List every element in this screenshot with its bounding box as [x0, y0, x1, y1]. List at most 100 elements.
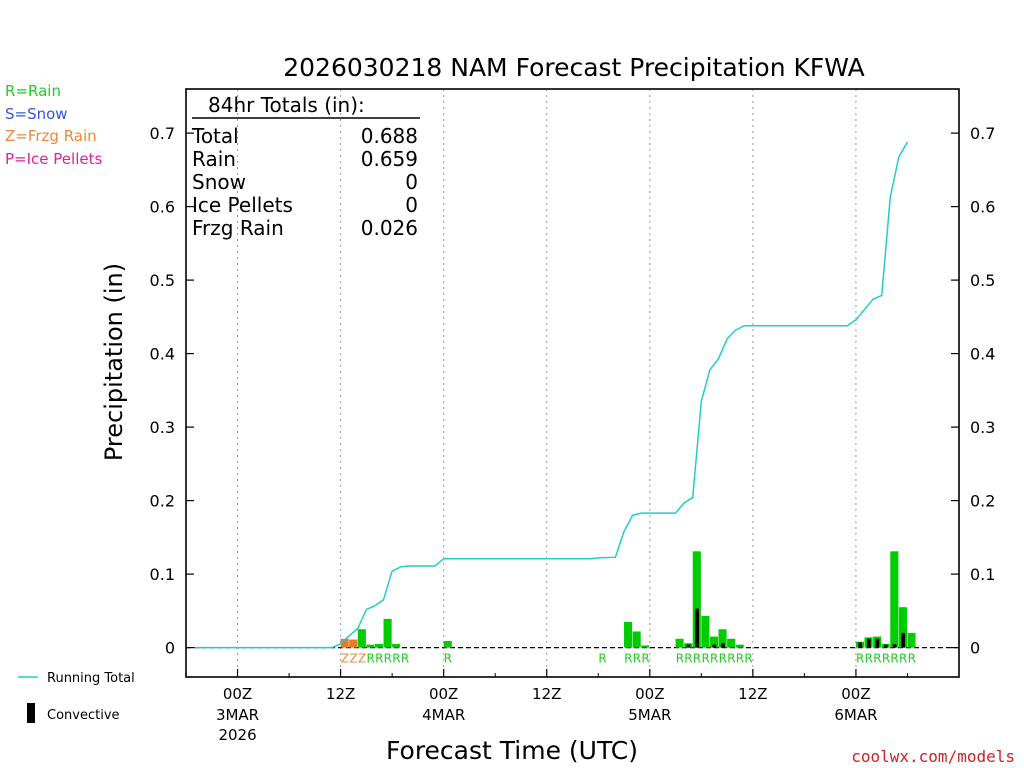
running-total-legend-label: Running Total — [47, 671, 135, 686]
totals-value: 0.688 — [361, 124, 418, 148]
x-tick-label-date: 5MAR — [628, 706, 671, 724]
y-tick-label-right: 0.6 — [970, 198, 995, 217]
precip-type-label: Z — [349, 652, 357, 666]
precip-type-label: R — [899, 652, 907, 666]
x-tick-label-date: 6MAR — [834, 706, 877, 724]
precip-type-label: R — [366, 652, 374, 666]
y-tick-label-right: 0.1 — [970, 565, 995, 584]
precip-bar — [718, 629, 727, 648]
x-tick-label-time: 00Z — [429, 685, 458, 703]
legend-frzg-rain-type: Z=Frzg Rain — [5, 127, 97, 145]
y-tick-label-left: 0.6 — [150, 198, 175, 217]
y-tick-label-left: 0.5 — [150, 271, 175, 290]
precip-type-label: R — [890, 652, 898, 666]
precip-type-label: R — [882, 652, 890, 666]
y-tick-label-left: 0.4 — [150, 345, 175, 364]
y-tick-label-right: 0.7 — [970, 124, 995, 143]
precip-type-label: R — [598, 652, 606, 666]
precip-type-label: R — [684, 652, 692, 666]
precip-type-label: R — [384, 652, 392, 666]
convective-bar — [712, 644, 717, 648]
precip-type-label: R — [719, 652, 727, 666]
legend-rain-type: R=Rain — [5, 82, 61, 100]
precip-type-label: R — [908, 652, 916, 666]
bottom-legend: Running Total Convective — [18, 671, 135, 723]
precip-type-label: R — [676, 652, 684, 666]
y-tick-label-right: 0.4 — [970, 345, 995, 364]
precip-type-label: R — [392, 652, 400, 666]
precip-bar — [383, 618, 392, 648]
y-tick-label-left: 0.7 — [150, 124, 175, 143]
y-axis-label: Precipitation (in) — [100, 263, 128, 461]
precip-bar — [675, 638, 684, 648]
precip-type-legend: R=Rain S=Snow Z=Frzg Rain P=Ice Pellets — [5, 82, 102, 168]
convective-bars — [686, 608, 906, 648]
precip-type-label: R — [633, 652, 641, 666]
running-total-line — [194, 141, 909, 649]
x-axis: 00Z 3MAR 2026 12Z 00Z 4MAR 12Z 00Z 5MAR 12Z 00Z 6MA… — [185, 669, 908, 744]
precip-type-label: R — [865, 652, 873, 666]
y-tick-label-right: 0 — [970, 639, 980, 658]
precip-type-label: R — [744, 652, 752, 666]
convective-bar — [875, 638, 880, 648]
y-tick-label-left: 0.3 — [150, 418, 175, 437]
precip-type-label: R — [624, 652, 632, 666]
precip-bar — [641, 645, 650, 648]
precip-bar — [366, 644, 375, 648]
precip-type-label: R — [701, 652, 709, 666]
x-axis-label: Forecast Time (UTC) — [386, 736, 638, 765]
plot-frame — [185, 88, 960, 678]
x-tick-label-time: 00Z — [841, 685, 870, 703]
totals-value: 0.659 — [361, 147, 418, 171]
precip-bar — [624, 621, 633, 648]
precip-type-label: Z — [341, 652, 349, 666]
precip-type-label: R — [856, 652, 864, 666]
totals-heading: 84hr Totals (in): — [208, 93, 365, 117]
precip-bar — [709, 636, 719, 648]
totals-label: Rain — [192, 147, 236, 171]
precip-bar — [374, 643, 384, 648]
totals-box: 84hr Totals (in): Total 0.688 Rain 0.659 Sno… — [191, 93, 420, 240]
precip-type-label: R — [873, 652, 881, 666]
precip-type-label: Z — [358, 652, 366, 666]
totals-value: 0 — [405, 193, 418, 217]
precip-bar — [735, 644, 744, 648]
precip-type-label: R — [736, 652, 744, 666]
precip-bar — [392, 643, 401, 648]
precip-type-label: R — [727, 652, 735, 666]
legend-ice-pellets-type: P=Ice Pellets — [5, 150, 102, 168]
precip-bar — [701, 615, 710, 648]
credit-text: coolwx.com/models — [851, 747, 1015, 766]
precip-bar — [890, 551, 899, 648]
precip-type-label: R — [641, 652, 649, 666]
precip-bar — [692, 551, 701, 648]
totals-value: 0 — [405, 170, 418, 194]
precip-bar — [907, 632, 916, 648]
legend-snow-type: S=Snow — [5, 105, 68, 123]
precip-bar — [340, 638, 349, 648]
precip-type-label: R — [375, 652, 383, 666]
convective-bar — [866, 638, 871, 648]
y-tick-label-left: 0 — [165, 639, 175, 658]
y-tick-label-left: 0.1 — [150, 565, 175, 584]
precip-type-label: R — [444, 652, 452, 666]
convective-swatch — [27, 703, 35, 723]
convective-bar — [901, 632, 906, 648]
x-tick-label-time: 00Z — [223, 685, 252, 703]
precip-bar — [898, 607, 907, 648]
y-tick-label-right: 0.5 — [970, 271, 995, 290]
precip-bar — [443, 640, 452, 648]
chart-title: 2026030218 NAM Forecast Precipitation KF… — [283, 53, 865, 82]
x-tick-label-date: 4MAR — [422, 706, 465, 724]
convective-legend-label: Convective — [47, 708, 120, 723]
precip-type-label: R — [401, 652, 409, 666]
x-tick-label-time: 12Z — [532, 685, 561, 703]
precip-bar — [632, 631, 641, 648]
convective-bar — [858, 642, 863, 648]
totals-label: Frzg Rain — [192, 216, 284, 240]
precip-type-label: R — [710, 652, 718, 666]
convective-bar — [720, 643, 725, 648]
precip-bar — [727, 638, 736, 648]
totals-label: Total — [191, 124, 239, 148]
